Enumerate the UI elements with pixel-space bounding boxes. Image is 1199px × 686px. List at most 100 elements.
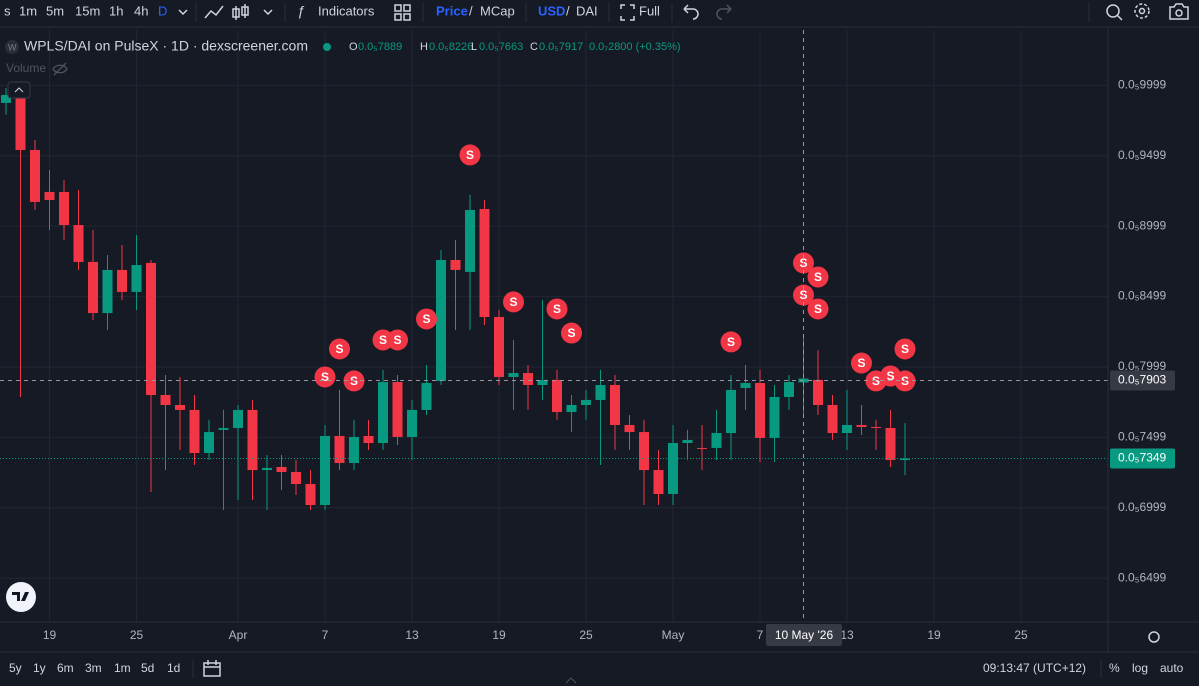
log-toggle[interactable]: log bbox=[1132, 661, 1148, 675]
interval[interactable]: 4h bbox=[134, 3, 148, 18]
mcap-toggle[interactable]: MCap bbox=[480, 3, 515, 18]
full-button[interactable]: Full bbox=[639, 3, 660, 18]
chevron[interactable] bbox=[178, 9, 188, 16]
candle-body bbox=[900, 458, 910, 461]
sell-marker bbox=[503, 291, 524, 313]
sell-marker bbox=[561, 322, 582, 344]
interval-active[interactable]: D bbox=[158, 3, 167, 18]
candle-body bbox=[755, 383, 765, 438]
collapse-icon bbox=[14, 87, 24, 93]
y-tick-label: 0.0₅6499 bbox=[1118, 570, 1167, 584]
x-tick-label: 7 bbox=[322, 628, 329, 642]
interval[interactable]: 5m bbox=[46, 3, 64, 18]
collapse-button[interactable] bbox=[7, 81, 31, 99]
price-toggle[interactable]: Price bbox=[436, 3, 468, 18]
sell-marker-label: S bbox=[886, 369, 894, 383]
calendar-icon[interactable] bbox=[203, 660, 221, 677]
range-button[interactable]: 5y bbox=[9, 661, 22, 675]
toolbar: s 1m 5m 15m 1h 4h D ƒ Indicators Price /… bbox=[4, 3, 1189, 22]
candle-body bbox=[15, 94, 26, 150]
y-tick-label: 0.0₅7999 bbox=[1118, 359, 1167, 373]
clock: 09:13:47 (UTC+12) bbox=[983, 661, 1086, 675]
interval[interactable]: 1h bbox=[109, 3, 123, 18]
expand-icon[interactable] bbox=[565, 677, 577, 684]
search-icon[interactable] bbox=[1106, 4, 1123, 21]
sell-marker-label: S bbox=[379, 333, 387, 347]
candle-body bbox=[436, 259, 446, 381]
indicators-button[interactable]: Indicators bbox=[318, 3, 375, 18]
candle-icon[interactable] bbox=[232, 4, 249, 20]
ohlc-key: L bbox=[471, 41, 477, 53]
fullscreen-icon[interactable] bbox=[620, 4, 635, 21]
candle-body bbox=[566, 404, 577, 413]
candle-body bbox=[189, 409, 200, 454]
separator: / bbox=[469, 3, 473, 18]
candle-body bbox=[131, 265, 142, 292]
candle-body bbox=[334, 435, 345, 464]
range-button[interactable]: 5d bbox=[141, 661, 154, 675]
dai-toggle[interactable]: DAI bbox=[576, 3, 598, 18]
tv-logo bbox=[6, 582, 36, 612]
range-button[interactable]: 3m bbox=[85, 661, 102, 675]
candle-body bbox=[117, 269, 127, 292]
candle-body bbox=[769, 396, 780, 438]
range-button[interactable]: 6m bbox=[57, 661, 74, 675]
y-tick-label: 0.0₅6999 bbox=[1118, 500, 1167, 514]
last-price-box bbox=[1110, 448, 1175, 469]
candle-body bbox=[523, 373, 533, 386]
x-tick-label: 25 bbox=[130, 628, 144, 642]
candle-body bbox=[711, 433, 722, 448]
range-button[interactable]: 1d bbox=[167, 661, 180, 675]
line-chart-icon[interactable] bbox=[204, 5, 224, 19]
usd-toggle[interactable]: USD bbox=[538, 3, 565, 18]
sell-marker bbox=[546, 298, 568, 320]
sell-marker bbox=[314, 366, 336, 388]
axis-settings-icon[interactable] bbox=[1148, 631, 1160, 643]
hide-icon[interactable] bbox=[52, 62, 68, 76]
candle-body bbox=[856, 424, 867, 427]
sell-marker-label: S bbox=[727, 335, 735, 349]
candle-body bbox=[653, 470, 664, 494]
camera-icon[interactable] bbox=[1169, 3, 1189, 20]
interval[interactable]: 15m bbox=[75, 3, 100, 18]
layouts-icon[interactable] bbox=[394, 4, 411, 21]
fx-icon[interactable]: ƒ bbox=[297, 3, 305, 19]
tv-logo-mark bbox=[12, 592, 29, 601]
candle-body bbox=[581, 399, 591, 405]
x-tick-label: 19 bbox=[492, 628, 506, 642]
candle-body bbox=[204, 432, 214, 454]
auto-toggle[interactable]: auto bbox=[1160, 661, 1184, 675]
undo-icon[interactable] bbox=[683, 4, 699, 20]
chevron[interactable] bbox=[263, 9, 273, 16]
candle-body bbox=[668, 443, 678, 494]
candle-body bbox=[842, 424, 852, 434]
volume-label[interactable]: Volume bbox=[6, 61, 46, 75]
candle-body bbox=[465, 209, 475, 272]
settings-icon[interactable] bbox=[1134, 3, 1150, 19]
candle-body bbox=[479, 208, 490, 317]
candle-body bbox=[508, 373, 519, 377]
interval[interactable]: 1m bbox=[19, 3, 37, 18]
candle-body bbox=[624, 424, 635, 433]
candle-body bbox=[30, 149, 40, 202]
percent-toggle[interactable]: % bbox=[1109, 661, 1120, 675]
crosshair-price-box bbox=[1110, 370, 1175, 391]
redo-icon[interactable] bbox=[716, 4, 732, 20]
range-button[interactable]: 1y bbox=[33, 661, 46, 675]
symbol-cut[interactable]: s bbox=[4, 3, 11, 18]
candle-body bbox=[175, 404, 185, 410]
candle-body bbox=[697, 447, 707, 449]
candle-body bbox=[218, 427, 229, 430]
sell-marker bbox=[372, 329, 394, 351]
separator: / bbox=[566, 3, 570, 18]
sell-marker-label: S bbox=[814, 302, 822, 316]
candle-body bbox=[88, 261, 98, 314]
symbol-title: WPLS/DAI on PulseX · 1D · dexscreener.co… bbox=[24, 38, 308, 54]
range-button[interactable]: 1m bbox=[114, 661, 131, 675]
candle-body bbox=[59, 191, 69, 226]
sell-marker-label: S bbox=[350, 374, 358, 388]
candle-body bbox=[276, 466, 287, 473]
